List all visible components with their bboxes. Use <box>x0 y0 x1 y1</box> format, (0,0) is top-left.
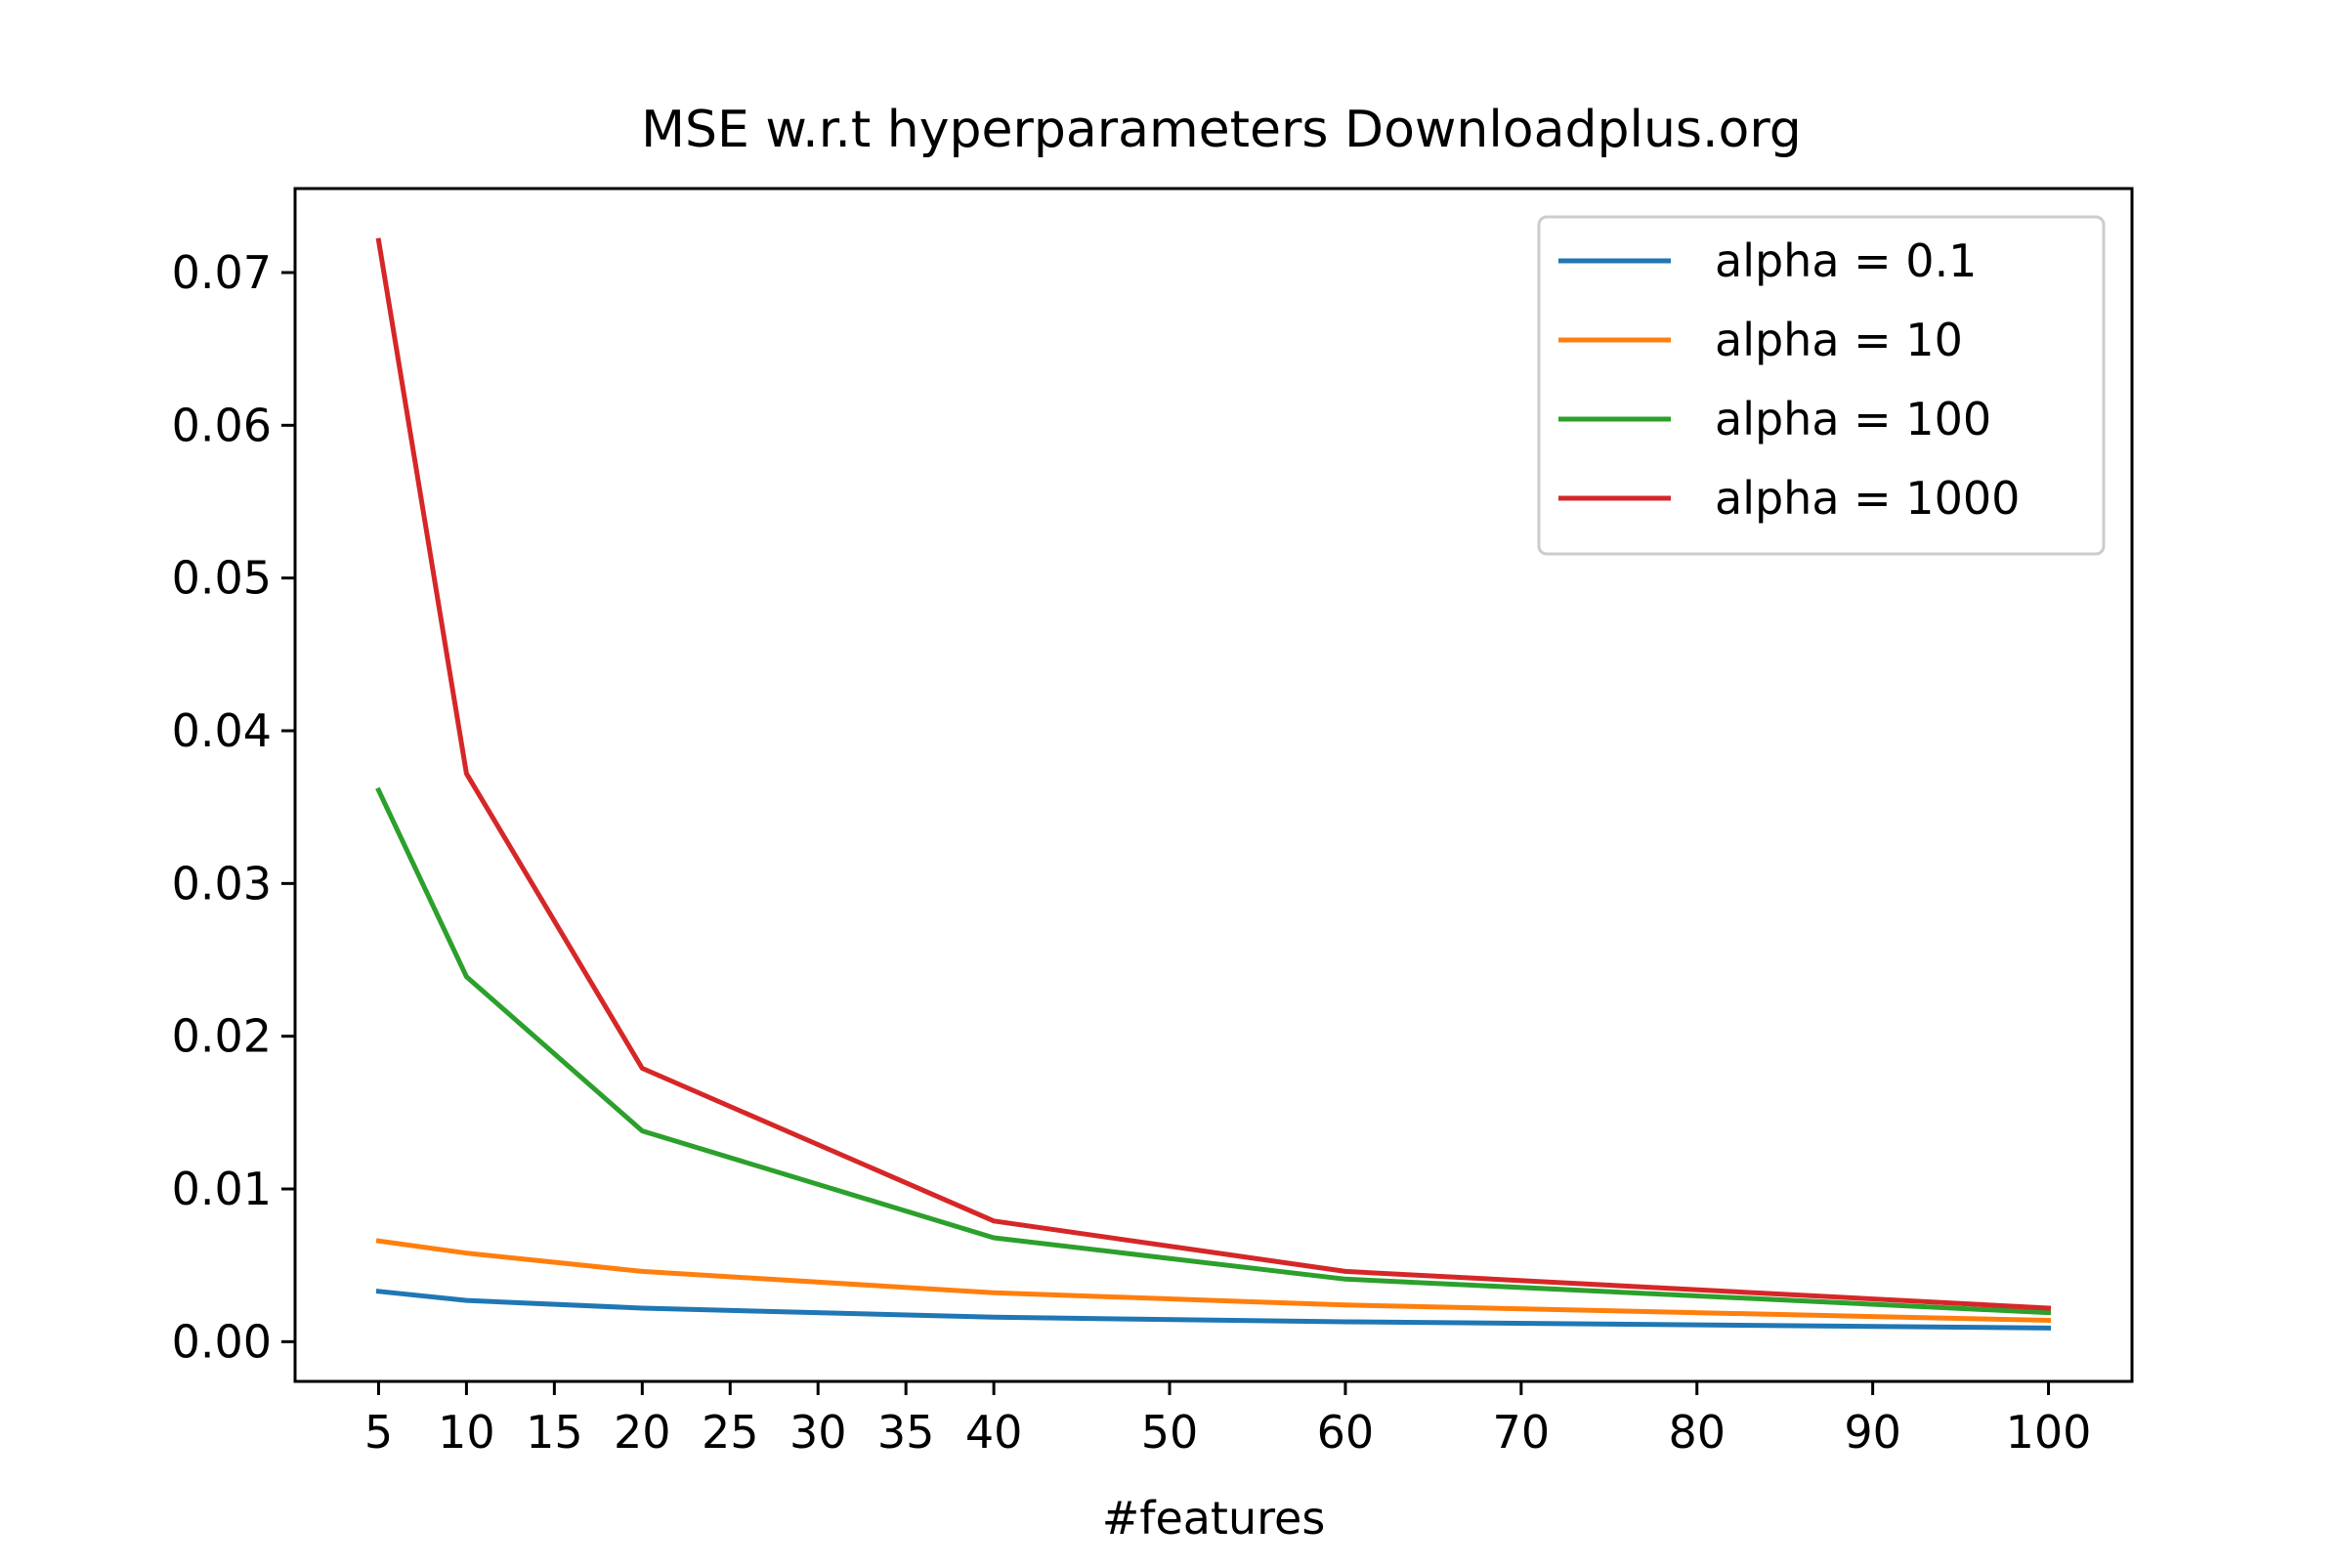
x-tick-label: 15 <box>526 1406 583 1459</box>
y-tick-label: 0.00 <box>172 1315 272 1368</box>
x-tick-label: 100 <box>2006 1406 2092 1459</box>
y-tick-label: 0.05 <box>172 552 272 605</box>
series-line <box>375 1289 2052 1331</box>
series-line <box>375 237 2052 1311</box>
legend-label: alpha = 100 <box>1715 393 1991 445</box>
legend-label: alpha = 1000 <box>1715 472 2020 525</box>
legend-label: alpha = 10 <box>1715 314 1963 366</box>
x-tick-label: 30 <box>789 1406 847 1459</box>
x-tick-label: 60 <box>1317 1406 1375 1459</box>
y-tick-label: 0.02 <box>172 1010 272 1063</box>
x-tick-label: 10 <box>438 1406 495 1459</box>
legend: alpha = 0.1 alpha = 10 alpha = 100 alpha = … <box>1537 215 2106 556</box>
x-tick-label: 5 <box>364 1406 393 1459</box>
x-tick-label: 50 <box>1141 1406 1199 1459</box>
x-tick-label: 35 <box>877 1406 935 1459</box>
y-tick-label: 0.06 <box>172 399 272 451</box>
series-line <box>375 786 2052 1316</box>
x-tick-label: 90 <box>1844 1406 1901 1459</box>
x-tick-label: 40 <box>965 1406 1023 1459</box>
y-axis: 0.00 0.01 0.02 0.03 0.04 0.05 0.06 0.07 <box>172 246 295 1368</box>
series-layer <box>375 237 2052 1331</box>
plot-frame <box>293 187 2134 1383</box>
legend-box <box>1537 215 2106 556</box>
x-tick-label: 20 <box>614 1406 671 1459</box>
chart-title: MSE w.r.t hyperparameters Downloadplus.o… <box>641 101 1802 159</box>
x-tick-label: 25 <box>702 1406 759 1459</box>
series-line <box>375 1238 2052 1324</box>
legend-label: alpha = 0.1 <box>1715 234 1977 287</box>
x-tick-label: 80 <box>1668 1406 1726 1459</box>
x-tick-label: 70 <box>1493 1406 1551 1459</box>
x-axis: 5 10 15 20 25 30 35 40 50 60 70 80 90 100 <box>364 1381 2092 1459</box>
y-tick-label: 0.04 <box>172 704 272 757</box>
y-tick-label: 0.07 <box>172 246 272 299</box>
y-tick-label: 0.01 <box>172 1163 272 1215</box>
y-tick-label: 0.03 <box>172 857 272 910</box>
x-axis-label: #features <box>1102 1492 1326 1545</box>
